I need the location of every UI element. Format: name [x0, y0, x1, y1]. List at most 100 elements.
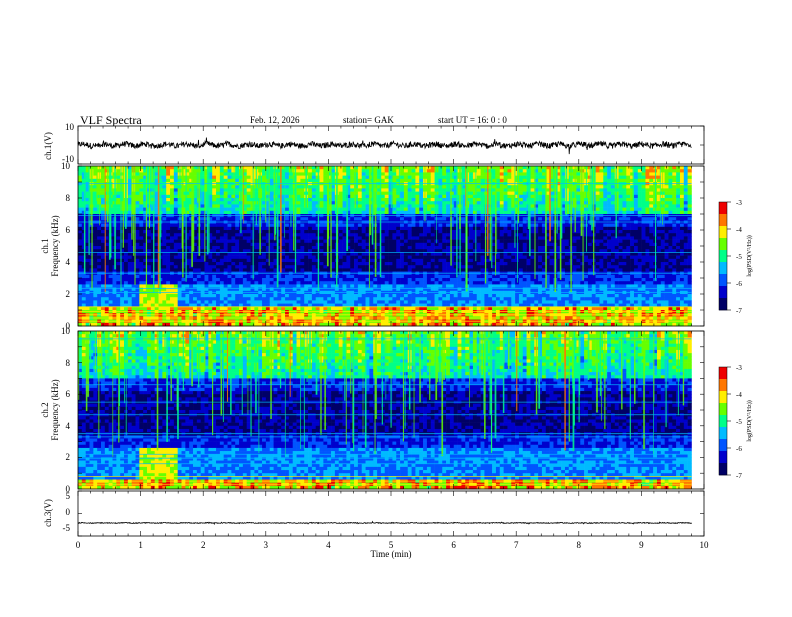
- ch1-spectrogram-cell: [254, 243, 258, 247]
- ch1-spectrogram-cell: [97, 284, 101, 288]
- ch1-spectrogram-cell: [136, 230, 140, 234]
- ch1-spectrogram-cell: [323, 204, 327, 208]
- ch1-spectrogram-cell: [189, 294, 193, 298]
- ch1-spectrogram-cell: [293, 278, 297, 282]
- ch1-spectrogram-cell: [415, 230, 419, 234]
- ch1-spectrogram-cell: [162, 236, 166, 240]
- ch1-spectrogram-cell: [162, 169, 166, 173]
- ch1-spectrogram-cell: [212, 278, 216, 282]
- ch1-spectrogram-cell: [216, 204, 220, 208]
- ch1-spectrogram-cell: [293, 284, 297, 288]
- ch1-spectrogram-cell: [312, 281, 316, 285]
- ch1-spectrogram-cell: [235, 217, 239, 221]
- ch1-spectrogram-cell: [82, 294, 86, 298]
- ch1-spectrogram-cell: [124, 265, 128, 269]
- ch1-spectrogram-cell: [415, 195, 419, 199]
- ch1-spectrogram-cell: [412, 281, 416, 285]
- ch1-spectrogram-cell: [216, 265, 220, 269]
- ch1-spectrogram-cell: [78, 268, 82, 272]
- ch1-spectrogram-cell: [300, 240, 304, 244]
- ch1-spectrogram-cell: [97, 172, 101, 176]
- ch1-spectrogram-cell: [216, 243, 220, 247]
- ch1-spectrogram-cell: [78, 204, 82, 208]
- ch1-spectrogram-cell: [427, 300, 431, 304]
- ch1-spectrogram-cell: [128, 297, 132, 301]
- ch1-spectrogram-cell: [151, 230, 155, 234]
- ch1-spectrogram-cell: [323, 307, 327, 311]
- ch1-spectrogram-cell: [162, 208, 166, 212]
- ch1-spectrogram-cell: [270, 233, 274, 237]
- ch1-spectrogram-cell: [116, 176, 120, 180]
- ch1-spectrogram-cell: [86, 294, 90, 298]
- ch1-spectrogram-cell: [251, 188, 255, 192]
- ch1-spectrogram-cell: [412, 300, 416, 304]
- ch1-spectrogram-cell: [308, 243, 312, 247]
- ch1-spectrogram-cell: [143, 294, 147, 298]
- ch1-spectrogram-cell: [320, 275, 324, 279]
- ch1-spectrogram-cell: [350, 176, 354, 180]
- ch1-spectrogram-cell: [220, 281, 224, 285]
- ch1-spectrogram-cell: [285, 265, 289, 269]
- ch1-spectrogram-cell: [385, 201, 389, 205]
- ch1-spectrogram-cell: [124, 256, 128, 260]
- ch1-spectrogram-cell: [415, 243, 419, 247]
- ch1-spectrogram-cell: [415, 224, 419, 228]
- ch1-spectrogram-cell: [228, 300, 232, 304]
- ch1-spectrogram-cell: [312, 185, 316, 189]
- ch1-spectrogram-cell: [201, 256, 205, 260]
- ch1-spectrogram-cell: [312, 284, 316, 288]
- ch1-spectrogram-cell: [270, 259, 274, 263]
- ch1-spectrogram-cell: [251, 294, 255, 298]
- ch1-spectrogram-cell: [116, 192, 120, 196]
- ch1-spectrogram-cell: [90, 294, 94, 298]
- ch1-spectrogram-cell: [415, 259, 419, 263]
- ch1-spectrogram-cell: [408, 166, 412, 170]
- ch1-spectrogram-cell: [147, 256, 151, 260]
- ch1-spectrogram-cell: [358, 188, 362, 192]
- ch1-spectrogram-cell: [343, 259, 347, 263]
- ch1-spectrogram-cell: [136, 243, 140, 247]
- ch1-spectrogram-cell: [385, 169, 389, 173]
- ch1-spectrogram-cell: [308, 192, 312, 196]
- ch1-spectrogram-cell: [162, 227, 166, 231]
- ch1-spectrogram-cell: [93, 256, 97, 260]
- ch1-spectrogram-cell: [412, 256, 416, 260]
- ch1-spectrogram-cell: [358, 278, 362, 282]
- ch1-spectrogram-cell: [224, 188, 228, 192]
- ch1-spectrogram-cell: [205, 265, 209, 269]
- ch1-spectrogram-cell: [239, 236, 243, 240]
- ch1-spectrogram-cell: [385, 211, 389, 215]
- ch1-spectrogram-cell: [415, 176, 419, 180]
- ch1-spectrogram-cell: [289, 281, 293, 285]
- ch1-spectrogram-cell: [392, 227, 396, 231]
- ch1-spectrogram-cell: [151, 233, 155, 237]
- ch1-spectrogram-cell: [412, 240, 416, 244]
- ch1-spectrogram-cell: [404, 246, 408, 250]
- ch1-spectrogram-cell: [297, 297, 301, 301]
- ch1-spectrogram-cell: [147, 281, 151, 285]
- ch1-spectrogram-cell: [419, 252, 423, 256]
- ch1-spectrogram-cell: [381, 240, 385, 244]
- ch1-spectrogram-cell: [392, 201, 396, 205]
- ch1-spectrogram-cell: [178, 259, 182, 263]
- ch1-spectrogram-cell: [285, 201, 289, 205]
- ch1-spectrogram-cell: [178, 240, 182, 244]
- ch1-spectrogram-cell: [97, 176, 101, 180]
- ch1-spectrogram-cell: [323, 278, 327, 282]
- ch1-spectrogram-cell: [281, 300, 285, 304]
- ch1-spectrogram-cell: [339, 172, 343, 176]
- ch1-spectrogram-cell: [174, 281, 178, 285]
- ch1-spectrogram-cell: [392, 259, 396, 263]
- ch1-spectrogram-cell: [304, 252, 308, 256]
- ch1-spectrogram-cell: [166, 201, 170, 205]
- ch1-spectrogram-cell: [293, 265, 297, 269]
- ch1-spectrogram-cell: [320, 198, 324, 202]
- ch1-spectrogram-cell: [174, 252, 178, 256]
- ch1-spectrogram-cell: [224, 217, 228, 221]
- ch1-spectrogram-cell: [442, 307, 446, 311]
- ch1-spectrogram-cell: [392, 195, 396, 199]
- ch1-spectrogram-cell: [93, 201, 97, 205]
- ch1-spectrogram-cell: [442, 185, 446, 189]
- ch1-spectrogram-cell: [235, 166, 239, 170]
- ch1-spectrogram-cell: [170, 195, 174, 199]
